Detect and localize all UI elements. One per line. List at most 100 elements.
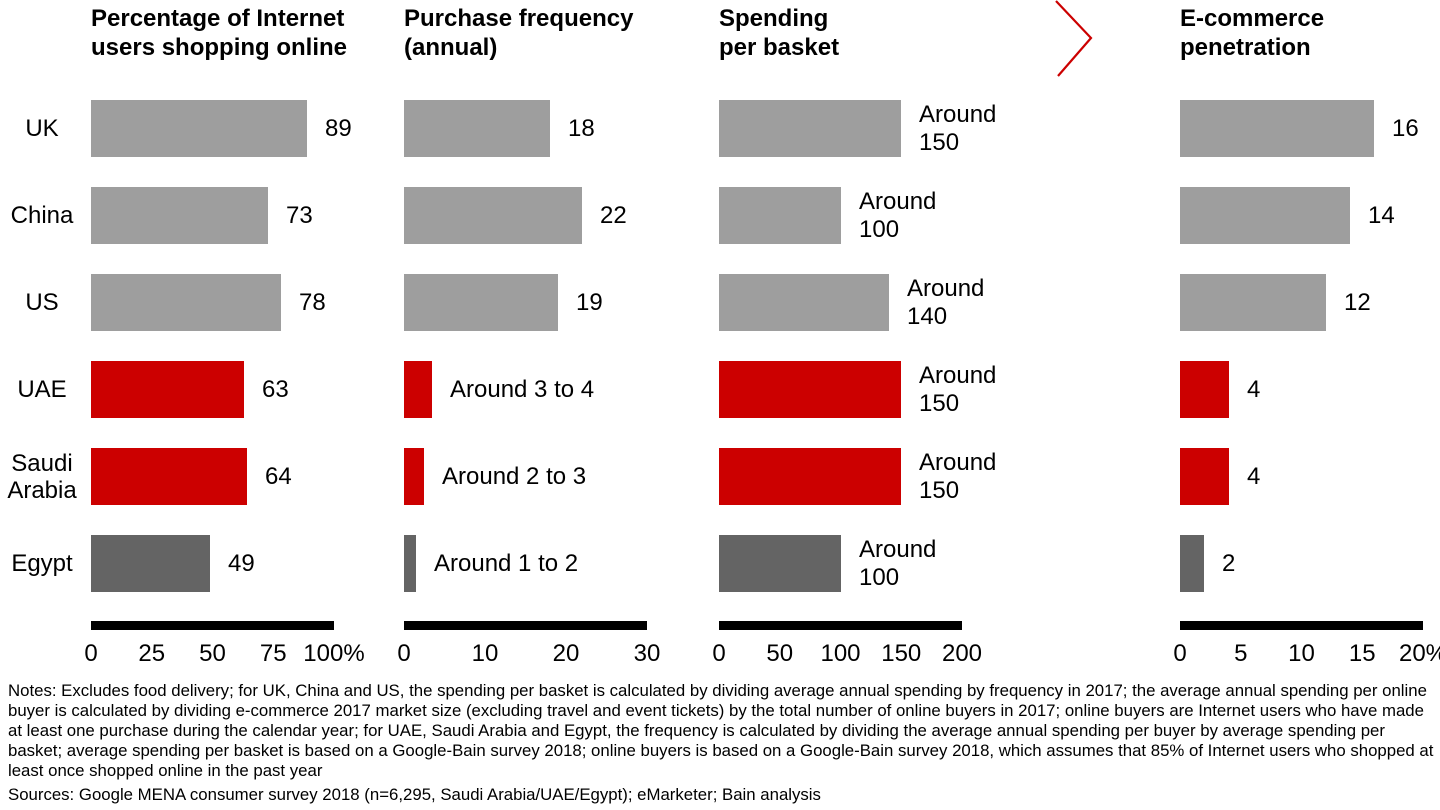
value-label-line: 18 — [568, 114, 595, 142]
value-label: Around 3 to 4 — [450, 361, 594, 418]
x-axis-line — [404, 621, 647, 630]
value-label-line: 73 — [286, 201, 313, 229]
bar-egypt — [719, 535, 841, 592]
value-label-line: Around — [919, 448, 997, 476]
value-label: 4 — [1247, 448, 1260, 505]
bar-us — [404, 274, 558, 331]
bar-egypt — [1180, 535, 1204, 592]
bar-china — [91, 187, 268, 244]
country-label-china: China — [0, 187, 84, 244]
bar-uk — [91, 100, 307, 157]
country-label-line: Arabia — [7, 476, 77, 504]
value-label-line: Around — [907, 274, 985, 302]
value-label: 22 — [600, 187, 627, 244]
axis-tick-label: 50 — [766, 640, 794, 667]
value-label: 14 — [1368, 187, 1395, 244]
value-label-line: 100 — [859, 563, 900, 591]
value-label-line: 150 — [919, 389, 960, 417]
value-label-line: 2 — [1222, 549, 1236, 577]
value-label-line: 78 — [299, 288, 326, 316]
country-label-line: Egypt — [11, 550, 73, 577]
country-label-line: UAE — [17, 376, 67, 403]
notes-text: Notes: Excludes food delivery; for UK, C… — [8, 681, 1434, 780]
axis-tick-label: 0 — [1173, 640, 1187, 667]
x-axis-line — [1180, 621, 1423, 630]
bar-saudi-arabia — [1180, 448, 1229, 505]
axis-tick-label: 200 — [941, 640, 983, 667]
panel-title-line: (annual) — [404, 34, 498, 61]
axis-tick-label: 10 — [1288, 640, 1315, 667]
value-label: Around 150 — [919, 448, 996, 505]
panel-title-line: E-commerce — [1180, 5, 1325, 32]
value-label: 63 — [262, 361, 289, 418]
value-label-line: 19 — [576, 288, 603, 316]
value-label: Around 150 — [919, 100, 996, 157]
value-label: 19 — [576, 274, 603, 331]
value-label-line: 140 — [907, 302, 948, 330]
panel-title-3: Spending per basket — [719, 4, 839, 62]
bar-egypt — [91, 535, 210, 592]
panel-title-line: users shopping online — [91, 34, 348, 61]
value-label-line: Around 2 to 3 — [442, 462, 587, 490]
country-label-us: US — [0, 274, 84, 331]
panel-title-line: per basket — [719, 34, 840, 61]
axis-tick-label: 20 — [552, 640, 580, 667]
sources-text: Sources: Google MENA consumer survey 201… — [8, 785, 821, 804]
country-label-line: Saudi — [11, 449, 73, 477]
value-label-line: 49 — [228, 549, 255, 577]
value-label-line: Around — [859, 535, 937, 563]
x-axis-line — [719, 621, 962, 630]
value-label: Around 2 to 3 — [442, 448, 586, 505]
country-label-egypt: Egypt — [0, 535, 84, 592]
value-label: 64 — [265, 448, 292, 505]
axis-tick-label: 75 — [259, 640, 287, 667]
value-label: Around 100 — [859, 187, 936, 244]
bar-china — [1180, 187, 1350, 244]
bar-china — [404, 187, 582, 244]
value-label: 18 — [568, 100, 595, 157]
value-label-line: 150 — [919, 476, 960, 504]
value-label: 78 — [299, 274, 326, 331]
value-label-line: 64 — [265, 462, 292, 490]
country-label-line: US — [25, 289, 59, 316]
footnotes-block: Notes: Excludes food delivery; for UK, C… — [8, 681, 1434, 805]
country-label-uae: UAE — [0, 361, 84, 418]
value-label-line: Around — [919, 100, 997, 128]
bar-uae — [91, 361, 244, 418]
axis-tick-label: 100% — [303, 640, 365, 667]
value-label-line: 89 — [325, 114, 352, 142]
value-label: 73 — [286, 187, 313, 244]
country-label-line: China — [10, 202, 74, 229]
bar-us — [91, 274, 281, 331]
value-label: 2 — [1222, 535, 1235, 592]
axis-tick-label: 50 — [199, 640, 226, 667]
panel-title-2: Purchase frequency (annual) — [404, 4, 633, 62]
bar-us — [719, 274, 889, 331]
x-axis-line — [91, 621, 334, 630]
value-label: Around 1 to 2 — [434, 535, 578, 592]
value-label-line: 16 — [1392, 114, 1419, 142]
panel-title-line: penetration — [1180, 34, 1311, 61]
value-label-line: 22 — [600, 201, 627, 229]
value-label: 89 — [325, 100, 352, 157]
axis-tick-label: 0 — [397, 640, 411, 667]
value-label-line: 14 — [1368, 201, 1395, 229]
bar-egypt — [404, 535, 416, 592]
value-label-line: 12 — [1344, 288, 1371, 316]
axis-tick-label: 30 — [633, 640, 661, 667]
value-label: 4 — [1247, 361, 1260, 418]
bar-saudi-arabia — [404, 448, 424, 505]
axis-tick-label: 0 — [84, 640, 98, 667]
axis-tick-label: 25 — [138, 640, 166, 667]
bar-uk — [404, 100, 550, 157]
value-label-line: 100 — [859, 215, 900, 243]
bar-uae — [1180, 361, 1229, 418]
value-label: Around 150 — [919, 361, 996, 418]
axis-tick-label: 5 — [1234, 640, 1248, 667]
panel-title-line: Purchase frequency — [404, 5, 634, 32]
axis-tick-label: 15 — [1348, 640, 1376, 667]
value-label-line: Around — [919, 361, 997, 389]
axis-tick-label: 150 — [881, 640, 922, 667]
axis-tick-label: 0 — [712, 640, 726, 667]
panel-title-line: Spending — [719, 5, 829, 32]
